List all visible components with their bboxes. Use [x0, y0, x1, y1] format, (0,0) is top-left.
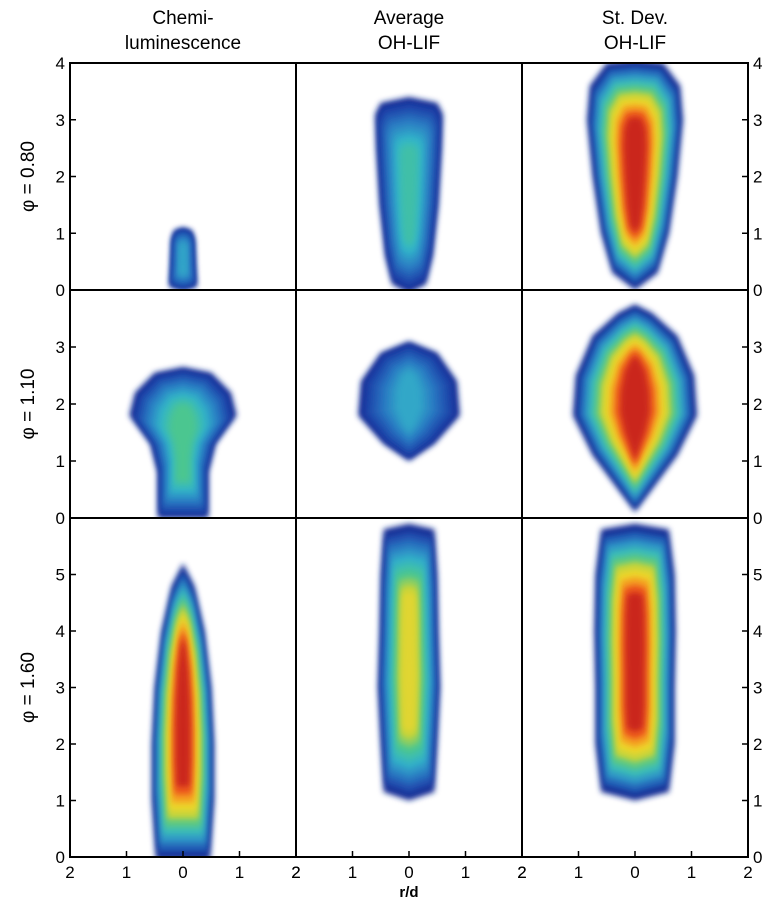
y-tick-label: 3 [753, 679, 762, 698]
x-tick-label: 2 [65, 863, 74, 882]
heatmap-contour-level [401, 145, 417, 245]
y-tick-label: 5 [56, 566, 65, 585]
x-tick-label: 1 [235, 863, 244, 882]
x-tick-label: 2 [291, 863, 300, 882]
y-tick-label: 3 [56, 679, 65, 698]
y-tick-label: 1 [753, 452, 762, 471]
x-tick-label: 1 [687, 863, 696, 882]
x-tick-label: 2 [291, 863, 300, 882]
heatmap-panel [586, 63, 684, 290]
y-tick-label: 0 [753, 281, 762, 300]
heatmap-panel [375, 97, 443, 290]
x-tick-label: 2 [743, 863, 752, 882]
heatmap-contour-level [401, 592, 417, 732]
x-axis-label: r/d [399, 884, 418, 901]
y-tick-label: 1 [56, 224, 65, 243]
column-title: St. Dev. [602, 8, 668, 29]
y-tick-label: 2 [753, 168, 762, 187]
y-tick-label: 5 [753, 566, 762, 585]
y-tick-label: 4 [753, 54, 762, 73]
heatmap-contour-level [623, 117, 647, 234]
y-tick-label: 1 [56, 452, 65, 471]
y-tick-label: 0 [56, 848, 65, 867]
panels-layer [129, 63, 698, 857]
y-tick-label: 3 [56, 111, 65, 130]
y-tick-label: 2 [56, 395, 65, 414]
row-label: φ = 0.80 [18, 141, 39, 212]
y-tick-label: 1 [753, 224, 762, 243]
x-tick-label: 0 [404, 863, 413, 882]
column-title: OH-LIF [604, 33, 666, 54]
heatmap-panel [151, 563, 215, 857]
column-title: Average [374, 8, 444, 29]
heatmap-contour-level [175, 636, 191, 787]
y-tick-label: 0 [56, 281, 65, 300]
x-tick-label: 1 [461, 863, 470, 882]
y-tick-label: 4 [56, 54, 65, 73]
y-tick-label: 1 [56, 792, 65, 811]
heatmap-panel [377, 523, 441, 801]
y-tick-label: 3 [753, 338, 762, 357]
column-title: luminescence [125, 33, 241, 54]
heatmap-panel [572, 304, 698, 513]
y-tick-label: 2 [56, 168, 65, 187]
heatmap-panel [169, 227, 197, 290]
heatmap-contour-level [170, 404, 196, 481]
column-title: OH-LIF [378, 33, 440, 54]
y-tick-label: 3 [753, 111, 762, 130]
x-tick-label: 0 [178, 863, 187, 882]
y-tick-label: 0 [56, 509, 65, 528]
row-label: φ = 1.60 [18, 652, 39, 723]
x-tick-label: 1 [122, 863, 131, 882]
row-label: φ = 1.10 [18, 369, 39, 440]
heatmap-panel [594, 523, 676, 801]
x-tick-label: 2 [517, 863, 526, 882]
x-tick-label: 2 [517, 863, 526, 882]
y-tick-label: 3 [56, 338, 65, 357]
heatmap-contour-level [625, 592, 645, 732]
y-tick-label: 2 [753, 395, 762, 414]
y-tick-label: 2 [56, 735, 65, 754]
heatmap-contour-level [397, 370, 421, 432]
y-tick-label: 4 [56, 622, 65, 641]
y-tick-label: 2 [753, 735, 762, 754]
heatmap-contour-level [179, 243, 187, 275]
heatmap-panel [129, 366, 237, 518]
column-title: Chemi- [152, 8, 213, 29]
labels-layer: 0 1 2 3 4 0 1 2 3 4 0 1 2 3 0 1 2 3 0 1 2 3 4 5 0 1 2 3 4 5 2 1 0 1 2 2 1 0 1 2… [18, 8, 762, 901]
x-tick-label: 0 [630, 863, 639, 882]
x-tick-label: 1 [348, 863, 357, 882]
y-tick-label: 0 [753, 848, 762, 867]
heatmap-panel [358, 341, 460, 461]
y-tick-label: 1 [753, 792, 762, 811]
x-tick-label: 1 [574, 863, 583, 882]
axes-layer [69, 62, 749, 858]
y-tick-label: 4 [753, 622, 762, 641]
y-tick-label: 0 [753, 509, 762, 528]
heatmap-contour-level [620, 355, 650, 461]
